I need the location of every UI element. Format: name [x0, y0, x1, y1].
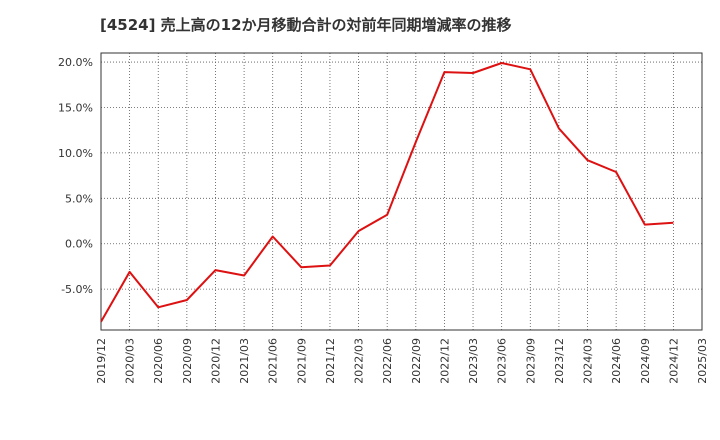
y-tick-label: 5.0% — [65, 192, 93, 205]
plot-border — [100, 52, 703, 331]
x-tick-label: 2022/12 — [438, 338, 451, 384]
x-tick-label: 2021/12 — [324, 338, 337, 384]
x-tick-label: 2024/03 — [582, 338, 595, 384]
x-tick-label: 2024/12 — [667, 338, 680, 384]
y-tick-label: -5.0% — [61, 283, 93, 296]
x-tick-label: 2023/09 — [524, 338, 537, 384]
plot-area — [101, 53, 702, 330]
x-tick-label: 2019/12 — [95, 338, 108, 384]
x-tick-label: 2023/12 — [553, 338, 566, 384]
x-tick-label: 2023/06 — [496, 338, 509, 384]
x-tick-label: 2021/09 — [295, 338, 308, 384]
x-tick-label: 2020/09 — [181, 338, 194, 384]
x-tick-label: 2024/09 — [639, 338, 652, 384]
x-tick-label: 2021/06 — [267, 338, 280, 384]
x-tick-label: 2020/06 — [152, 338, 165, 384]
x-tick-label: 2022/09 — [410, 338, 423, 384]
x-tick-label: 2020/03 — [124, 338, 137, 384]
series-line — [101, 62, 674, 323]
x-tick-label: 2022/03 — [353, 338, 366, 384]
y-tick-label: 0.0% — [65, 238, 93, 251]
x-tick-label: 2025/03 — [696, 338, 709, 384]
x-tick-label: 2023/03 — [467, 338, 480, 384]
x-tick-label: 2022/06 — [381, 338, 394, 384]
x-tick-label: 2021/03 — [238, 338, 251, 384]
x-tick-label: 2020/12 — [209, 338, 222, 384]
y-tick-label: 20.0% — [58, 56, 93, 69]
x-tick-label: 2024/06 — [610, 338, 623, 384]
chart-title: [4524] 売上高の12か月移動合計の対前年同期増減率の推移 — [100, 16, 512, 34]
y-tick-label: 15.0% — [58, 101, 93, 114]
y-tick-label: 10.0% — [58, 147, 93, 160]
